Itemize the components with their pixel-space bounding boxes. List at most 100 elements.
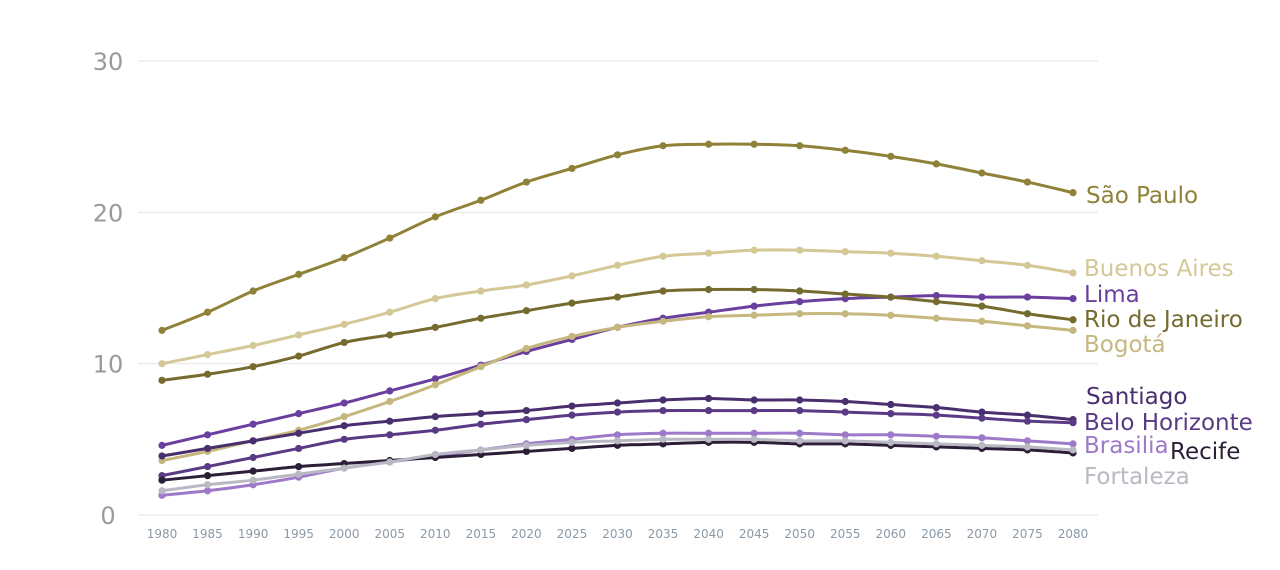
data-point-brasilia-2080 (1069, 440, 1077, 448)
data-point-s-o-paulo-2075 (1023, 178, 1032, 186)
x-tick-label: 1995 (283, 527, 314, 541)
data-point-lima-2000 (340, 399, 348, 407)
data-point-belo-horizonte-2060 (887, 410, 895, 418)
data-point-bogot--2015 (477, 363, 485, 371)
y-tick-label: 10 (93, 351, 124, 379)
data-point-fortaleza-2030 (613, 437, 622, 445)
data-point-bogot--2045 (750, 311, 758, 319)
data-point-lima-2065 (932, 291, 940, 300)
data-point-buenos-aires-2080 (1069, 269, 1077, 277)
data-point-santiago-2030 (613, 399, 622, 407)
data-point-rio-de-janeiro-2075 (1023, 310, 1032, 318)
data-point-recife-2020 (522, 447, 531, 456)
series-label-s-o-paulo: São Paulo (1086, 183, 1198, 209)
data-point-bogot--2055 (841, 310, 849, 318)
series-label-bogot-: Bogotá (1084, 332, 1166, 358)
data-point-s-o-paulo-2005 (386, 234, 394, 242)
x-tick-label: 2065 (921, 527, 952, 541)
data-point-brasilia-2055 (841, 431, 849, 439)
data-point-belo-horizonte-2050 (796, 406, 804, 415)
data-point-bogot--2050 (796, 310, 804, 318)
data-point-bogot--2035 (659, 317, 667, 325)
data-point-santiago-2040 (705, 394, 713, 403)
data-point-belo-horizonte-2015 (477, 420, 485, 428)
x-tick-label: 2035 (648, 527, 679, 541)
x-tick-label: 2025 (557, 527, 588, 541)
data-point-rio-de-janeiro-2070 (978, 302, 986, 310)
data-point-buenos-aires-1985 (203, 350, 212, 359)
data-point-s-o-paulo-2080 (1069, 189, 1077, 197)
data-point-rio-de-janeiro-2040 (705, 285, 713, 294)
series-label-santiago: Santiago (1086, 384, 1187, 410)
x-tick-label: 1980 (147, 527, 178, 541)
series-bogot- (158, 310, 1077, 465)
x-tick-label: 2020 (511, 527, 542, 541)
series-label-lima: Lima (1084, 282, 1140, 308)
data-point-s-o-paulo-2015 (477, 196, 485, 204)
data-point-fortaleza-2050 (796, 437, 804, 445)
data-point-s-o-paulo-2065 (932, 160, 940, 168)
series-s-o-paulo (158, 140, 1077, 334)
data-point-brasilia-2030 (613, 431, 622, 439)
y-tick-label: 0 (100, 502, 115, 530)
data-point-santiago-2055 (841, 397, 849, 406)
x-tick-label: 2010 (420, 527, 451, 541)
data-point-lima-2075 (1023, 293, 1032, 301)
data-point-belo-horizonte-2010 (431, 426, 439, 434)
data-point-brasilia-2060 (887, 431, 895, 439)
data-point-buenos-aires-2025 (568, 272, 576, 280)
data-point-fortaleza-2015 (477, 446, 485, 454)
data-point-belo-horizonte-2075 (1023, 417, 1032, 425)
data-point-santiago-1995 (295, 429, 303, 437)
data-point-recife-2025 (568, 444, 576, 453)
data-point-fortaleza-2005 (386, 458, 394, 466)
data-point-buenos-aires-2010 (431, 294, 439, 303)
data-point-belo-horizonte-2055 (841, 408, 849, 416)
data-point-fortaleza-2020 (522, 441, 531, 449)
data-point-s-o-paulo-2025 (568, 164, 576, 173)
data-point-brasilia-2070 (978, 434, 986, 442)
data-point-rio-de-janeiro-2050 (796, 287, 804, 295)
x-tick-label: 2005 (374, 527, 405, 541)
data-point-belo-horizonte-1985 (203, 462, 212, 471)
y-tick-label: 20 (93, 199, 124, 227)
data-point-recife-1995 (295, 462, 303, 471)
data-point-brasilia-2035 (659, 429, 667, 437)
data-point-santiago-2060 (887, 400, 895, 409)
data-point-fortaleza-2035 (659, 435, 667, 443)
data-point-belo-horizonte-2070 (978, 414, 986, 422)
data-point-fortaleza-2010 (431, 450, 439, 459)
series-label-brasilia: Brasilia (1084, 433, 1169, 459)
data-point-s-o-paulo-2045 (750, 140, 758, 148)
series-buenos-aires (158, 246, 1077, 368)
data-point-s-o-paulo-2020 (522, 178, 531, 186)
data-point-rio-de-janeiro-2000 (340, 338, 348, 347)
data-point-rio-de-janeiro-1985 (203, 370, 212, 378)
data-point-buenos-aires-2050 (796, 246, 804, 254)
data-point-lima-1985 (203, 431, 212, 439)
data-point-rio-de-janeiro-2005 (386, 331, 394, 339)
data-point-santiago-2015 (477, 410, 485, 418)
data-point-s-o-paulo-2030 (613, 151, 622, 159)
data-point-santiago-1980 (158, 452, 166, 460)
data-point-fortaleza-2000 (340, 464, 348, 472)
data-point-buenos-aires-2055 (841, 248, 849, 256)
data-point-buenos-aires-2035 (659, 252, 667, 260)
x-tick-label: 1990 (238, 527, 269, 541)
data-point-buenos-aires-2000 (340, 320, 348, 328)
data-point-bogot--2030 (613, 323, 622, 331)
data-point-s-o-paulo-2060 (887, 152, 895, 160)
data-point-rio-de-janeiro-2015 (477, 314, 485, 322)
data-point-rio-de-janeiro-1990 (249, 363, 257, 371)
data-point-santiago-2065 (932, 403, 940, 412)
data-point-bogot--2060 (887, 311, 895, 319)
x-tick-label: 2055 (830, 527, 861, 541)
data-point-buenos-aires-2015 (477, 287, 485, 295)
data-point-s-o-paulo-2010 (431, 213, 439, 221)
data-point-lima-2010 (431, 375, 439, 383)
data-point-brasilia-2040 (705, 429, 713, 437)
data-point-santiago-2020 (522, 406, 531, 415)
data-point-bogot--2010 (431, 381, 439, 389)
x-tick-label: 2030 (602, 527, 633, 541)
data-point-s-o-paulo-2040 (705, 140, 713, 148)
